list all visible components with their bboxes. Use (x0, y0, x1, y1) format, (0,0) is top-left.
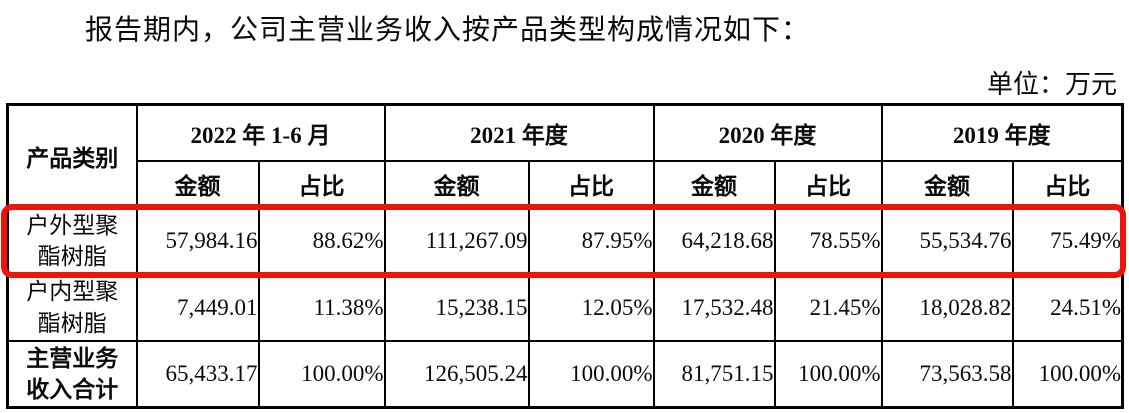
cell-amount-2022h1: 7,449.01 (135, 273, 260, 342)
cell-amount-2019: 73,563.58 (880, 339, 1014, 409)
cell-ratio-2020: 78.55% (773, 206, 883, 276)
header-row-subcolumns: 金额 占比 金额 占比 金额 占比 金额 占比 (8, 159, 1124, 209)
cell-ratio-2022h1: 88.62% (257, 206, 386, 276)
period-header-2019: 2019 年度 (880, 103, 1124, 162)
subheader-ratio-2022h1: 占比 (257, 159, 386, 209)
cell-ratio-2019: 100.00% (1011, 339, 1124, 409)
subheader-amount-2020: 金额 (652, 159, 776, 209)
subheader-ratio-2021: 占比 (527, 159, 655, 209)
period-header-2020: 2020 年度 (652, 103, 883, 162)
subheader-amount-2019: 金额 (880, 159, 1014, 209)
cell-ratio-2022h1: 11.38% (257, 273, 386, 342)
cell-amount-2020: 17,532.48 (652, 273, 776, 342)
cell-ratio-2021: 100.00% (527, 339, 655, 409)
row-label: 户内型聚 酯树脂 (6, 273, 138, 342)
cell-ratio-2022h1: 100.00% (257, 339, 386, 409)
cell-ratio-2020: 100.00% (773, 339, 883, 409)
period-header-2021: 2021 年度 (383, 103, 655, 162)
cell-amount-2021: 126,505.24 (383, 339, 530, 409)
cell-ratio-2020: 21.45% (773, 273, 883, 342)
cell-amount-2020: 64,218.68 (652, 206, 776, 276)
period-header-2022h1: 2022 年 1-6 月 (135, 103, 386, 162)
corner-header-product-category: 产品类别 (6, 103, 138, 209)
subheader-ratio-2020: 占比 (773, 159, 883, 209)
subheader-amount-2021: 金额 (383, 159, 530, 209)
cell-ratio-2021: 87.95% (527, 206, 655, 276)
header-row-periods: 产品类别 2022 年 1-6 月 2021 年度 2020 年度 2019 年… (6, 103, 1124, 209)
cell-amount-2020: 81,751.15 (652, 339, 776, 409)
revenue-by-product-table: 产品类别 2022 年 1-6 月 2021 年度 2020 年度 2019 年… (6, 103, 1125, 409)
cell-amount-2019: 18,028.82 (880, 273, 1014, 342)
table-row-main-business-total: 主营业务 收入合计 65,433.17 100.00% 126,505.24 1… (6, 339, 1124, 409)
intro-paragraph: 报告期内，公司主营业务收入按产品类型构成情况如下： (85, 15, 811, 46)
cell-amount-2019: 55,534.76 (880, 206, 1014, 276)
cell-ratio-2021: 12.05% (527, 273, 655, 342)
row-label: 主营业务 收入合计 (6, 339, 138, 409)
cell-amount-2021: 15,238.15 (383, 273, 530, 342)
cell-ratio-2019: 24.51% (1011, 273, 1124, 342)
unit-label: 单位：万元 (986, 70, 1117, 99)
row-label: 户外型聚 酯树脂 (6, 206, 138, 276)
cell-amount-2021: 111,267.09 (383, 206, 530, 276)
cell-ratio-2019: 75.49% (1011, 206, 1124, 276)
subheader-ratio-2019: 占比 (1011, 159, 1124, 209)
table-row-indoor-polyester-resin: 户内型聚 酯树脂 7,449.01 11.38% 15,238.15 12.05… (6, 273, 1124, 342)
subheader-amount-2022h1: 金额 (135, 159, 260, 209)
table-row-outdoor-polyester-resin: 户外型聚 酯树脂 57,984.16 88.62% 111,267.09 87.… (6, 206, 1124, 276)
cell-amount-2022h1: 65,433.17 (135, 339, 260, 409)
cell-amount-2022h1: 57,984.16 (135, 206, 260, 276)
